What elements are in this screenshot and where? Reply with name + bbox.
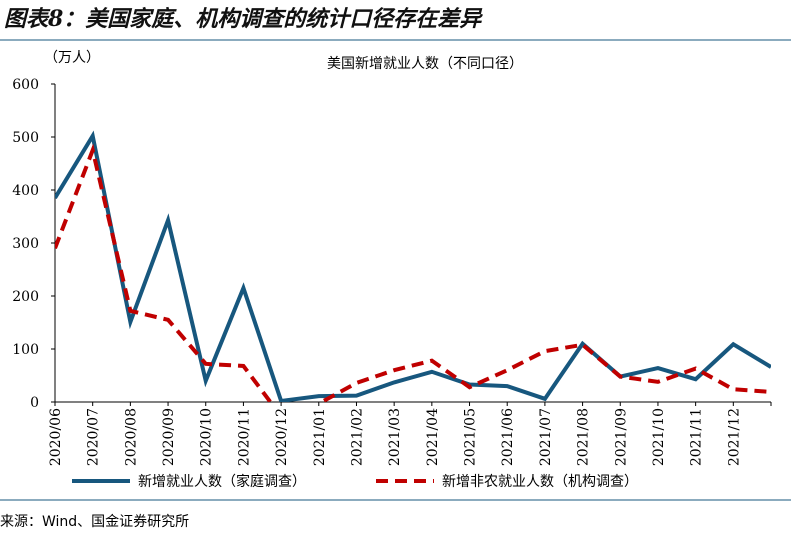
x-tick-label: 2020/08 — [123, 408, 139, 466]
series-line — [55, 130, 771, 402]
x-tick-label: 2021/06 — [500, 408, 516, 466]
y-tick-label: 500 — [12, 130, 39, 146]
chart-title: 美国新增就业人数（不同口径） — [327, 56, 523, 72]
y-tick-label: 300 — [12, 236, 39, 252]
y-tick-label: 600 — [12, 77, 39, 93]
x-tick-label: 2020/10 — [199, 408, 215, 466]
x-tick-label: 2021/07 — [538, 408, 554, 466]
figure-title: 图表8：美国家庭、机构调查的统计口径存在差异 — [4, 6, 483, 32]
y-tick-label: 100 — [12, 342, 39, 358]
x-tick-label: 2021/11 — [689, 408, 705, 466]
x-tick-label: 2020/09 — [161, 408, 177, 466]
x-tick-label: 2020/07 — [86, 408, 102, 466]
x-tick-label: 2021/09 — [613, 408, 629, 466]
x-tick-label: 2021/05 — [463, 408, 479, 466]
x-tick-label: 2021/08 — [576, 408, 592, 466]
x-tick-label: 2020/06 — [48, 408, 64, 466]
x-tick-label: 2021/02 — [349, 408, 365, 466]
y-tick-label: 200 — [12, 289, 39, 305]
y-tick-label: 0 — [30, 395, 39, 411]
source: 来源：Wind、国金证券研究所 — [0, 514, 189, 530]
x-tick-label: 2020/11 — [236, 408, 252, 466]
legend-label: 新增就业人数（家庭调查） — [138, 473, 306, 490]
x-tick-label: 2021/01 — [312, 408, 328, 466]
x-tick-label: 2021/04 — [425, 408, 441, 466]
x-tick-label: 2021/12 — [726, 408, 742, 466]
y-tick-label: 400 — [12, 183, 39, 199]
x-tick-label: 2020/12 — [274, 408, 290, 466]
series-line — [55, 143, 771, 402]
x-tick-label: 2021/03 — [387, 408, 403, 466]
plot-area — [55, 130, 771, 402]
unit-label: （万人） — [44, 50, 100, 66]
legend-label: 新增非农就业人数（机构调查） — [442, 474, 638, 490]
x-tick-label: 2021/10 — [651, 408, 667, 466]
